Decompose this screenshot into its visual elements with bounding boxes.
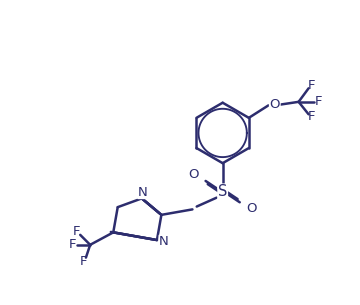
Text: S: S xyxy=(218,184,228,199)
Text: F: F xyxy=(73,225,80,238)
Text: F: F xyxy=(314,95,322,108)
Text: F: F xyxy=(307,110,315,123)
Text: O: O xyxy=(247,202,257,215)
Text: F: F xyxy=(307,79,315,92)
Text: F: F xyxy=(80,255,87,268)
Text: O: O xyxy=(270,98,280,111)
Text: N: N xyxy=(138,185,148,199)
Text: O: O xyxy=(188,168,199,181)
Text: N: N xyxy=(159,235,169,248)
Text: F: F xyxy=(69,238,76,251)
